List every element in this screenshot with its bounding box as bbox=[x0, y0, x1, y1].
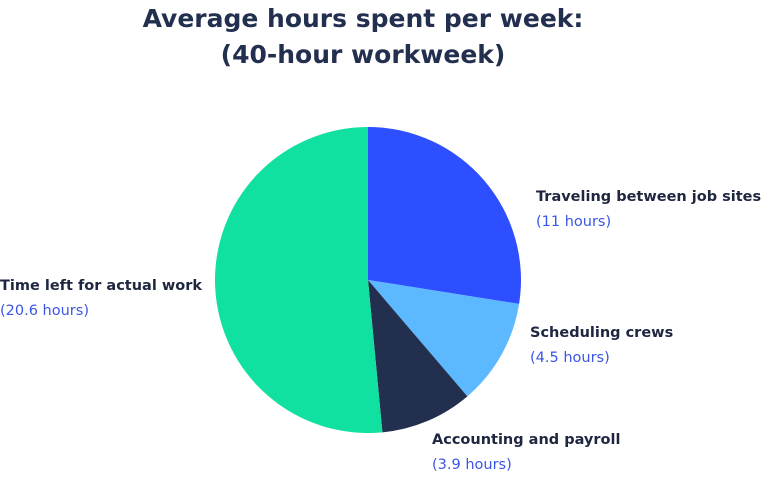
slice-value-label: (3.9 hours) bbox=[432, 457, 512, 473]
pie-slice bbox=[368, 280, 520, 397]
slice-label: Time left for actual work bbox=[0, 278, 202, 294]
slice-label: Accounting and payroll bbox=[432, 432, 620, 448]
pie-slice bbox=[368, 127, 521, 304]
slice-value-label: (11 hours) bbox=[536, 214, 611, 230]
slice-value-label: (20.6 hours) bbox=[0, 303, 89, 319]
slice-label: Scheduling crews bbox=[530, 325, 673, 341]
pie-slice bbox=[368, 280, 468, 433]
chart-subtitle: (40-hour workweek) bbox=[221, 40, 506, 69]
slice-label: Traveling between job sites bbox=[536, 189, 761, 205]
pie-slice bbox=[214, 127, 383, 434]
slice-value-label: (4.5 hours) bbox=[530, 350, 610, 366]
chart-title: Average hours spent per week: bbox=[143, 4, 584, 33]
